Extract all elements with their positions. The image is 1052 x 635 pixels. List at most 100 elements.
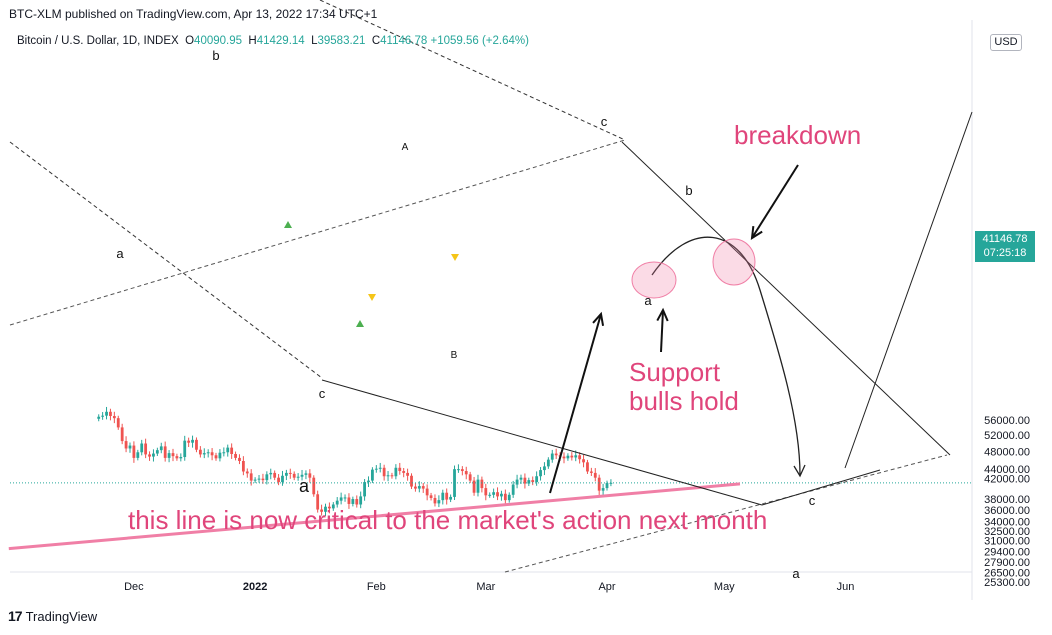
candle-body: [339, 497, 343, 501]
xtick-label: Mar: [476, 581, 495, 593]
last-price-badge: 41146.78 07:25:18: [975, 231, 1035, 262]
candle-body: [300, 474, 304, 477]
candle-body: [284, 472, 288, 476]
ytick-label: 29400.00: [984, 546, 1030, 558]
dashed-channel-upper: [9, 139, 626, 326]
candle-body: [586, 462, 589, 472]
ytick-label: 56000.00: [984, 415, 1030, 427]
candle-body: [152, 453, 155, 457]
low-label: L: [311, 35, 318, 47]
support-annotation-line1: Support: [629, 357, 721, 387]
candle-body: [394, 467, 398, 477]
candle-body: [562, 456, 566, 459]
candle-body: [324, 506, 327, 512]
candle-body: [124, 441, 128, 449]
currency-button[interactable]: USD: [990, 34, 1022, 51]
dashed-channel-lower: [504, 454, 948, 573]
candle-body: [457, 469, 460, 471]
candle-body: [116, 418, 120, 428]
tradingview-footer[interactable]: 17 TradingView: [8, 608, 97, 624]
candle-body: [351, 499, 355, 504]
candle-body: [429, 495, 433, 498]
wave-label: c: [601, 114, 608, 129]
candle-body: [234, 453, 237, 458]
candle-body: [578, 455, 582, 460]
candle-body: [202, 453, 206, 455]
open-value: 40090.95: [194, 35, 243, 47]
candle-body: [390, 475, 394, 477]
candle-body: [500, 493, 503, 497]
candle-body: [101, 415, 105, 417]
ytick-label: 38000.00: [984, 494, 1030, 506]
ytick-label: 42000.00: [984, 474, 1030, 486]
xtick-label: 2022: [243, 581, 267, 593]
candle-body: [437, 500, 441, 504]
xtick-label: Jun: [837, 581, 855, 593]
candle-body: [241, 460, 245, 472]
xtick-label: May: [714, 581, 735, 593]
wave-label: a: [644, 293, 652, 308]
candle-body: [335, 500, 339, 505]
ytick-label: 36000.00: [984, 505, 1030, 517]
candle-body: [367, 480, 370, 483]
ytick-label: 44000.00: [984, 464, 1030, 476]
publish-info: BTC-XLM published on TradingView.com, Ap…: [9, 7, 378, 21]
candle-body: [425, 488, 429, 496]
sell-marker: [368, 294, 376, 301]
solid-lower-link: [761, 469, 881, 506]
candle-body: [417, 486, 421, 489]
candle-body: [507, 494, 511, 501]
candle-body: [257, 478, 261, 480]
candle-body: [183, 440, 187, 458]
candle-body: [328, 506, 331, 509]
high-value: 41429.14: [256, 35, 305, 47]
candle-body: [206, 452, 210, 454]
critical-line-arrow-head: [592, 311, 605, 326]
support-arrow-head: [656, 307, 669, 322]
candle-body: [105, 411, 108, 416]
candle-body: [476, 479, 480, 493]
candle-body: [198, 449, 202, 455]
candle-body: [449, 496, 453, 500]
xtick-label: Apr: [598, 581, 615, 593]
support-arrow: [660, 309, 664, 353]
candle-body: [175, 456, 179, 459]
dashed-channel-top: [319, 0, 626, 141]
candle-body: [292, 473, 296, 478]
wave-label: b: [212, 48, 219, 63]
wave-label: b: [685, 183, 692, 198]
candle-body: [464, 471, 468, 475]
wave-label: c: [319, 386, 326, 401]
candle-body: [589, 471, 593, 473]
ytick-label: 31000.00: [984, 536, 1030, 548]
candle-body: [191, 439, 194, 443]
candle-body: [496, 492, 499, 497]
candle-body: [605, 483, 609, 489]
candle-body: [402, 471, 406, 473]
solid-rally-line: [844, 111, 973, 469]
ytick-label: 32500.00: [984, 526, 1030, 538]
ytick-label: 25300.00: [984, 577, 1030, 589]
candle-body: [171, 453, 175, 457]
open-label: O: [185, 35, 195, 47]
solid-channel-bottom: [321, 379, 763, 506]
symbol-name: Bitcoin / U.S. Dollar, 1D, INDEX: [17, 35, 179, 47]
candle-body: [554, 453, 558, 456]
candle-body: [159, 446, 163, 451]
candle-body: [472, 480, 476, 493]
candle-body: [109, 411, 112, 417]
symbol-ohlc-legend: Bitcoin / U.S. Dollar, 1D, INDEX O40090.…: [17, 35, 529, 47]
candle-body: [230, 447, 234, 454]
wave-label: a: [116, 246, 124, 261]
candle-body: [179, 457, 183, 459]
candle-body: [414, 486, 417, 489]
sell-marker: [451, 254, 459, 261]
candle-body: [249, 473, 253, 481]
candle-body: [574, 455, 578, 458]
candle-body: [218, 452, 222, 459]
breakdown-arrowhead: [793, 464, 806, 478]
close-label: C: [371, 35, 381, 47]
ytick-label: 48000.00: [984, 446, 1030, 458]
buy-marker: [356, 320, 364, 327]
